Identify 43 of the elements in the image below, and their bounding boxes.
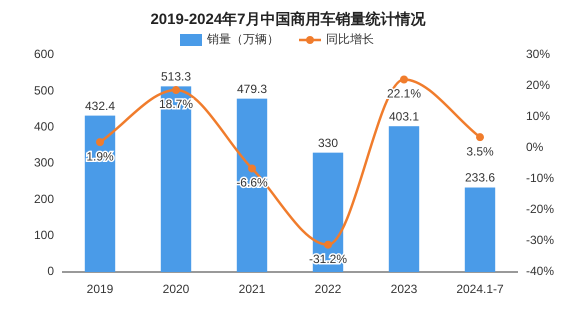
data-label: 513.3: [160, 70, 192, 84]
y-tick-label: 600: [34, 47, 54, 62]
chart-title: 2019-2024年7月中国商用车销量统计情况: [150, 10, 427, 28]
y2-tick-label: -30%: [526, 233, 554, 248]
point: [324, 240, 332, 249]
x-tick-label: 2024.1-7: [456, 282, 504, 296]
bar: [84, 116, 116, 272]
y-tick-label: 100: [34, 228, 54, 242]
y-tick-label: 400: [34, 120, 54, 134]
data-label: 1.9%: [86, 149, 114, 164]
y2-tick-label: -40%: [526, 264, 554, 278]
legend-label: 同比增长: [326, 32, 374, 46]
x-tick-label: 2023: [390, 282, 418, 296]
y2-tick-label: -10%: [526, 171, 554, 186]
y-tick-label: 0: [47, 264, 54, 278]
y-tick-label: 500: [34, 83, 54, 98]
y-tick-label: 300: [34, 156, 54, 170]
y-tick-label: 200: [34, 192, 54, 206]
y2-tick-label: 20%: [526, 78, 550, 92]
x-tick-label: 2022: [314, 282, 342, 296]
y2-tick-label: 0%: [526, 140, 544, 154]
bar: [464, 188, 496, 272]
bar: [388, 126, 420, 272]
data-label: 233.6: [464, 170, 496, 185]
y2-tick-label: 30%: [526, 47, 550, 62]
y2-tick-label: 10%: [526, 109, 550, 124]
y2-tick-label: -20%: [526, 202, 554, 216]
bar: [236, 98, 268, 272]
point: [248, 164, 256, 172]
data-label: 330: [318, 136, 338, 150]
x-tick-label: 2020: [162, 282, 190, 296]
point: [476, 133, 484, 142]
point: [172, 86, 180, 94]
bar: [160, 86, 192, 272]
data-label: 3.5%: [466, 144, 494, 158]
point: [96, 138, 104, 146]
data-label: 403.1: [388, 109, 420, 124]
x-tick-label: 2021: [238, 282, 266, 296]
legend-label: 销量（万辆）: [206, 32, 279, 46]
data-label: 479.3: [236, 82, 268, 96]
x-tick-label: 2019: [86, 282, 114, 296]
data-label: 432.4: [84, 98, 116, 113]
point: [400, 75, 408, 84]
